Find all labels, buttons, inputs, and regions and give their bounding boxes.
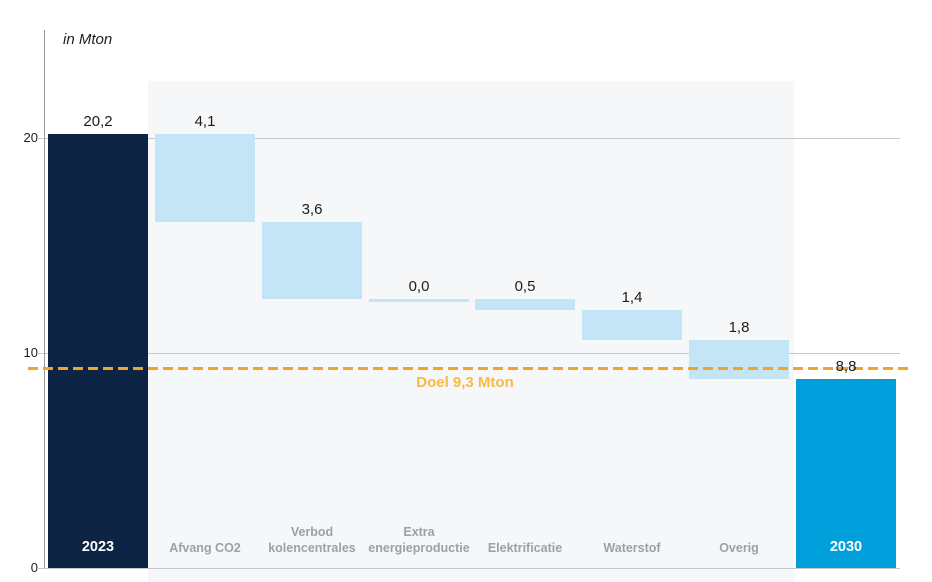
y-tick-label-0: 0 xyxy=(30,560,38,575)
y-tick-label-20: 20 xyxy=(23,130,38,145)
category-label-6: Overig xyxy=(719,541,759,555)
category-label-2: Verbod kolencentrales xyxy=(268,525,356,555)
category-label-4: Elektrificatie xyxy=(487,541,563,555)
value-label-2: 3,6 xyxy=(301,201,323,218)
y-tick-label-10: 10 xyxy=(23,345,38,360)
value-label-7: 8,8 xyxy=(835,358,857,375)
category-label-3: Extra energieproductie xyxy=(368,525,470,555)
waterfall-bar-elektrificatie xyxy=(475,299,575,310)
bar-year-label: 2023 xyxy=(81,539,115,556)
waterfall-bar-waterstof xyxy=(582,310,682,341)
value-label-4: 0,5 xyxy=(514,278,536,295)
category-label-5: Waterstof xyxy=(603,541,661,555)
target-line-label: Doel 9,3 Mton xyxy=(416,374,514,391)
value-label-3: 0,0 xyxy=(408,278,430,295)
plot-background xyxy=(148,81,794,582)
y-axis-unit-label: in Mton xyxy=(63,31,113,48)
waterfall-bar-overig xyxy=(689,340,789,379)
value-label-5: 1,4 xyxy=(621,289,643,306)
value-label-1: 4,1 xyxy=(194,113,216,130)
waterfall-bar-extra-energieproductie xyxy=(369,299,469,302)
bar-year-label: 2030 xyxy=(829,539,863,556)
category-label-1: Afvang CO2 xyxy=(169,541,241,555)
waterfall-bar-verbod-kolencentrales xyxy=(262,222,362,300)
waterfall-bar-afvang-co2 xyxy=(155,134,255,223)
x-axis-line xyxy=(37,568,900,569)
value-label-0: 20,2 xyxy=(83,113,113,130)
y-axis-line xyxy=(44,30,45,568)
waterfall-bar-2023: 2023 xyxy=(48,134,148,569)
gridline-20 xyxy=(37,138,900,139)
value-label-6: 1,8 xyxy=(728,319,750,336)
waterfall-bar-2030: 2030 xyxy=(796,379,896,569)
target-line xyxy=(28,367,908,370)
gridline-10 xyxy=(37,353,900,354)
